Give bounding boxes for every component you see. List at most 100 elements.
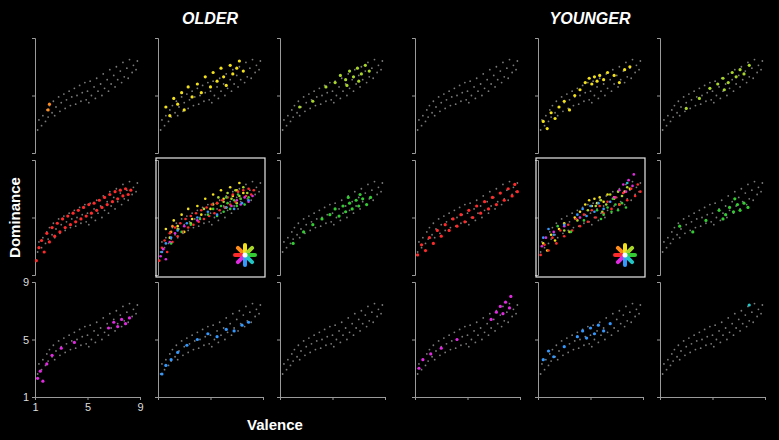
background-point <box>338 86 340 88</box>
point <box>598 196 601 199</box>
background-point <box>507 199 509 201</box>
point <box>552 355 555 358</box>
background-point <box>578 347 580 349</box>
points <box>282 181 384 253</box>
background-point <box>381 182 383 184</box>
background-point <box>421 125 423 127</box>
axis-line <box>535 39 539 154</box>
point <box>186 222 189 225</box>
background-point <box>427 116 429 118</box>
tick-mark <box>277 340 280 341</box>
background-point <box>372 321 374 323</box>
background-point <box>683 218 685 220</box>
background-point <box>304 354 306 356</box>
point <box>622 192 625 195</box>
background-point <box>691 221 693 223</box>
background-point <box>199 95 201 97</box>
point <box>90 212 93 215</box>
background-point <box>58 96 60 98</box>
tick-mark <box>657 275 660 276</box>
background-point <box>464 82 466 84</box>
background-point <box>364 70 366 72</box>
background-point <box>625 306 627 308</box>
background-point <box>680 350 682 352</box>
background-point <box>486 201 488 203</box>
points <box>282 59 384 131</box>
point <box>428 236 431 239</box>
tick: 1 <box>32 397 38 413</box>
point <box>176 235 179 238</box>
tick-mark <box>713 397 714 400</box>
background-point <box>100 83 102 85</box>
background-point <box>236 196 238 198</box>
point <box>736 203 739 206</box>
background-point <box>603 205 605 207</box>
background-point <box>63 215 65 217</box>
background-point <box>362 201 364 203</box>
background-point <box>165 237 167 239</box>
background-point <box>706 92 708 94</box>
tick-mark <box>32 96 35 97</box>
panel <box>155 158 265 277</box>
tick <box>660 397 661 400</box>
background-point <box>42 115 44 117</box>
background-point <box>701 95 703 97</box>
background-point <box>87 334 89 336</box>
background-point <box>603 83 605 85</box>
background-point <box>742 79 744 81</box>
point <box>298 105 301 108</box>
background-point <box>561 96 563 98</box>
background-point <box>674 105 676 107</box>
background-point <box>198 225 200 227</box>
point <box>69 223 72 226</box>
background-point <box>576 331 578 333</box>
background-point <box>588 343 590 345</box>
tick <box>277 275 280 276</box>
background-point <box>339 219 341 221</box>
tick-mark <box>280 397 281 400</box>
background-point <box>473 86 475 88</box>
background-point <box>245 62 247 64</box>
point <box>187 208 190 211</box>
tick-mark <box>657 38 660 39</box>
background-point <box>346 95 348 97</box>
background-point <box>548 120 550 122</box>
background-point <box>104 87 106 89</box>
point <box>225 206 228 209</box>
background-point <box>511 316 513 318</box>
background-point <box>713 102 715 104</box>
point <box>107 326 110 329</box>
background-point <box>71 96 73 98</box>
background-point <box>429 349 431 351</box>
background-point <box>136 304 138 306</box>
background-point <box>710 221 712 223</box>
point <box>217 196 220 199</box>
background-point <box>64 230 66 232</box>
point <box>606 206 609 209</box>
background-point <box>638 69 640 71</box>
background-point <box>303 218 305 220</box>
points <box>417 59 519 131</box>
x-axis-title: Valence <box>247 416 303 433</box>
point <box>71 212 74 215</box>
background-point <box>499 70 501 72</box>
point <box>77 209 80 212</box>
background-point <box>700 347 702 349</box>
axis-line <box>412 283 416 398</box>
background-point <box>212 324 214 326</box>
background-point <box>599 321 601 323</box>
background-point <box>211 346 213 348</box>
point <box>74 220 77 223</box>
background-point <box>108 212 110 214</box>
background-point <box>459 207 461 209</box>
point <box>170 236 173 239</box>
background-point <box>376 194 378 196</box>
background-point <box>438 340 440 342</box>
background-point <box>562 110 564 112</box>
point <box>613 196 616 199</box>
background-point <box>676 112 678 114</box>
tick <box>412 340 415 341</box>
point <box>602 78 605 81</box>
point <box>174 232 177 235</box>
background-point <box>233 327 235 329</box>
